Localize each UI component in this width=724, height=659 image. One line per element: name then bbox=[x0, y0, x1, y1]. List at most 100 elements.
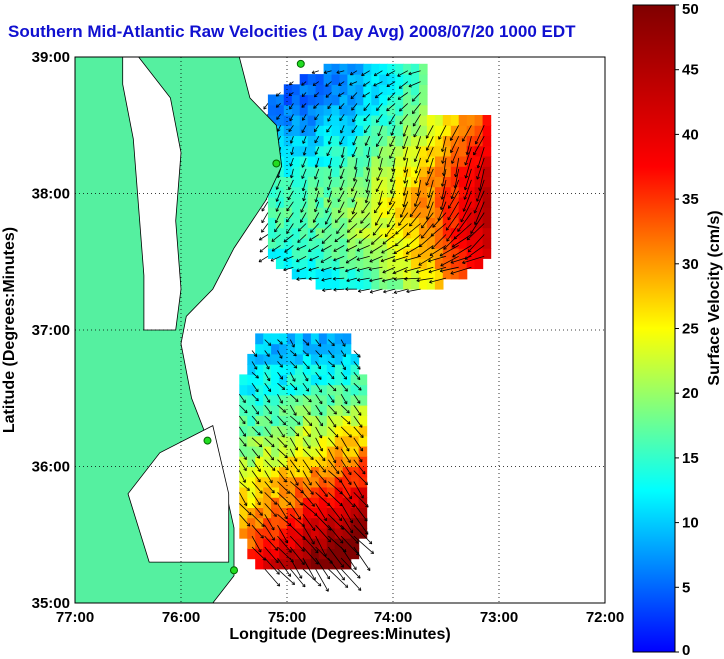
velocity-cell bbox=[363, 63, 372, 75]
velocity-arrowhead bbox=[302, 188, 306, 192]
velocity-arrow bbox=[340, 546, 357, 570]
velocity-cell bbox=[255, 374, 264, 386]
velocity-arrow bbox=[301, 103, 307, 108]
velocity-cell bbox=[387, 135, 396, 147]
velocity-cell bbox=[318, 487, 328, 498]
velocity-arrowhead bbox=[385, 72, 389, 76]
velocity-cell bbox=[371, 278, 380, 290]
velocity-cell bbox=[450, 125, 460, 136]
velocity-arrowhead bbox=[479, 188, 482, 191]
velocity-cell bbox=[326, 384, 336, 396]
velocity-arrowhead bbox=[284, 409, 286, 413]
velocity-cell bbox=[263, 548, 272, 560]
velocity-arrowhead bbox=[476, 199, 480, 202]
velocity-arrowhead bbox=[450, 273, 454, 275]
velocity-cell bbox=[371, 196, 380, 208]
velocity-arrowhead bbox=[282, 411, 286, 413]
velocity-arrowhead bbox=[261, 221, 265, 224]
velocity-cell bbox=[331, 278, 341, 290]
velocity-arrowhead bbox=[320, 248, 324, 252]
velocity-cell bbox=[474, 156, 484, 167]
velocity-cell bbox=[267, 227, 277, 239]
velocity-cell bbox=[411, 84, 420, 96]
velocity-arrowhead bbox=[333, 268, 337, 271]
velocity-cell bbox=[255, 405, 264, 416]
velocity-cell bbox=[291, 207, 301, 218]
velocity-arrowhead bbox=[315, 551, 319, 554]
velocity-cell bbox=[434, 125, 444, 136]
velocity-arrowhead bbox=[382, 241, 385, 245]
velocity-arrowhead bbox=[288, 490, 291, 494]
velocity-arrowhead bbox=[359, 376, 361, 380]
velocity-cell bbox=[315, 237, 325, 249]
velocity-arrow bbox=[366, 168, 371, 182]
velocity-arrowhead bbox=[462, 208, 464, 212]
velocity-arrowhead bbox=[281, 435, 285, 438]
velocity-cell bbox=[355, 278, 364, 290]
velocity-arrow bbox=[327, 448, 336, 464]
velocity-arrowhead bbox=[289, 140, 292, 144]
velocity-arrowhead bbox=[296, 246, 299, 250]
velocity-cell bbox=[315, 84, 325, 96]
colorbar-label: Surface Velocity (cm/s) bbox=[706, 210, 723, 385]
velocity-arrow bbox=[277, 568, 295, 585]
velocity-cell bbox=[426, 196, 436, 208]
velocity-arrowhead bbox=[340, 131, 344, 134]
velocity-cell bbox=[450, 248, 460, 259]
velocity-arrow bbox=[337, 190, 345, 202]
velocity-arrowhead bbox=[289, 81, 291, 86]
colorbar-tick-label: 35 bbox=[682, 191, 699, 208]
velocity-cell bbox=[434, 145, 444, 157]
velocity-arrow bbox=[315, 339, 322, 347]
velocity-arrowhead bbox=[325, 222, 329, 225]
velocity-arrowhead bbox=[291, 583, 295, 585]
velocity-arrow bbox=[382, 266, 396, 273]
velocity-arrowhead bbox=[403, 193, 407, 196]
velocity-cell bbox=[395, 217, 404, 229]
velocity-cell bbox=[287, 425, 296, 437]
velocity-cell bbox=[307, 227, 317, 239]
velocity-arrowhead bbox=[279, 365, 283, 368]
velocity-cell bbox=[283, 237, 293, 249]
velocity-arrowhead bbox=[406, 243, 409, 247]
velocity-cell bbox=[371, 258, 380, 270]
velocity-arrowhead bbox=[359, 575, 361, 579]
velocity-arrow bbox=[251, 372, 259, 379]
velocity-arrow bbox=[276, 201, 281, 212]
velocity-arrowhead bbox=[359, 587, 362, 591]
velocity-arrow bbox=[288, 92, 294, 96]
velocity-arrow bbox=[333, 245, 345, 252]
velocity-cell bbox=[283, 135, 293, 147]
velocity-arrowhead bbox=[346, 280, 350, 283]
velocity-arrow bbox=[340, 514, 353, 534]
velocity-arrowhead bbox=[439, 253, 442, 257]
velocity-arrowhead bbox=[367, 504, 369, 508]
velocity-arrowhead bbox=[334, 219, 337, 223]
velocity-arrowhead bbox=[308, 276, 312, 280]
velocity-cell bbox=[295, 405, 304, 416]
velocity-arrow bbox=[289, 557, 303, 579]
velocity-arrow bbox=[398, 212, 409, 226]
velocity-arrowhead bbox=[338, 107, 343, 110]
velocity-cell bbox=[247, 456, 256, 468]
velocity-cell bbox=[310, 343, 320, 355]
velocity-arrowhead bbox=[369, 278, 372, 282]
velocity-cell bbox=[458, 115, 468, 126]
velocity-cell bbox=[323, 156, 333, 167]
velocity-arrow bbox=[352, 114, 358, 123]
velocity-arrow bbox=[302, 339, 310, 346]
velocity-arrowhead bbox=[426, 160, 430, 163]
velocity-cell bbox=[315, 176, 325, 188]
velocity-arrowhead bbox=[266, 355, 270, 357]
velocity-arrowhead bbox=[327, 187, 329, 191]
velocity-arrowhead bbox=[353, 504, 355, 508]
velocity-arrowhead bbox=[242, 401, 246, 403]
velocity-arrow bbox=[479, 168, 485, 191]
velocity-arrow bbox=[302, 179, 307, 192]
velocity-cell bbox=[419, 186, 428, 198]
velocity-cell bbox=[379, 217, 388, 229]
velocity-arrowhead bbox=[323, 554, 327, 557]
velocity-arrow bbox=[340, 125, 345, 134]
velocity-arrow bbox=[340, 350, 346, 357]
velocity-arrow bbox=[277, 339, 283, 345]
